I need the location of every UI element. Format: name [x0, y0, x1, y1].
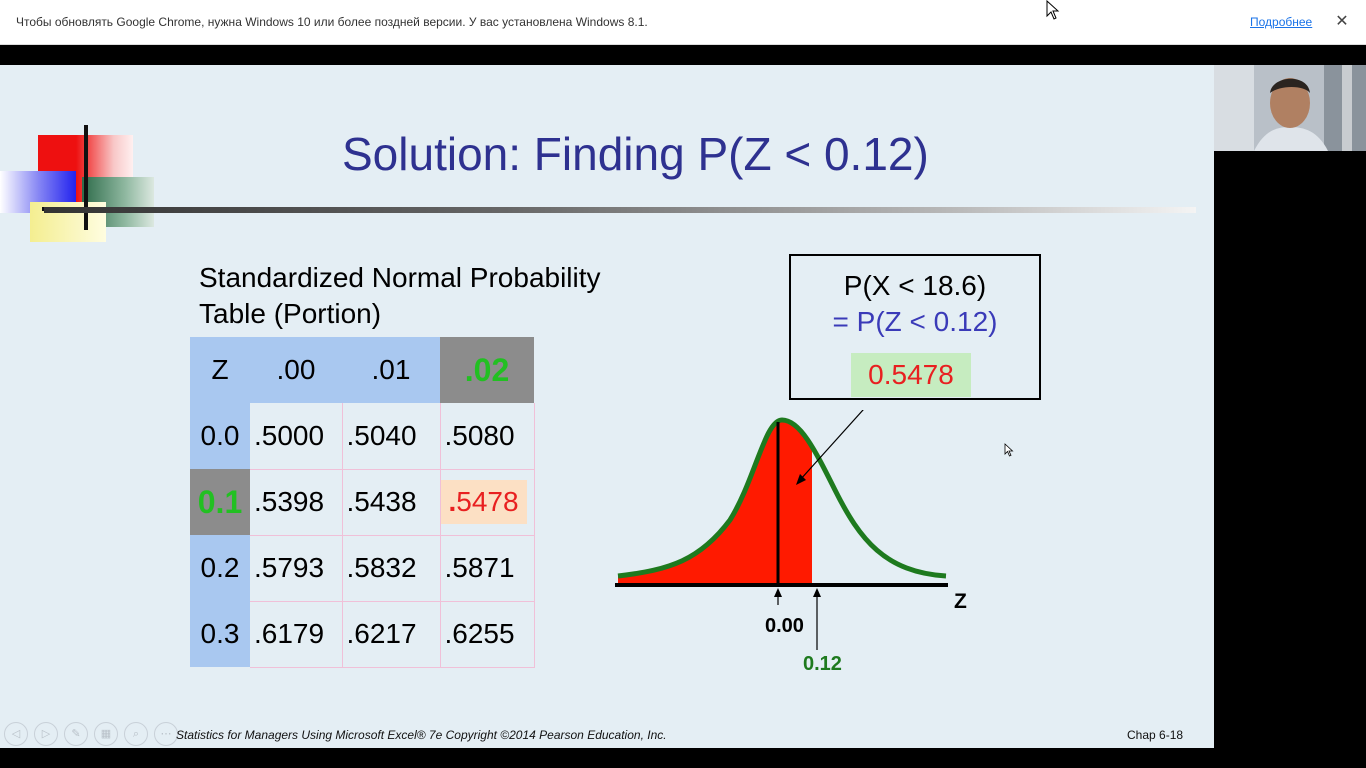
infobar-message: Чтобы обновлять Google Chrome, нужна Win…	[16, 15, 648, 29]
result-line1: P(X < 18.6)	[843, 270, 987, 301]
table-cell-highlighted: .5478	[440, 469, 535, 536]
table-cell: .5871	[440, 535, 535, 602]
bottom-bar	[0, 748, 1366, 768]
slides-grid-icon[interactable]: ▦	[94, 722, 118, 746]
value-arrowhead	[813, 588, 821, 597]
result-box: P(X < 18.6) = P(Z < 0.12) 0.5478	[789, 254, 1041, 400]
table-cell: .5000	[250, 403, 343, 470]
table-cell: .5438	[342, 469, 441, 536]
row-z-label-text: 0.1	[197, 483, 243, 520]
header-02-highlighted: .02	[440, 337, 534, 403]
table-caption: Standardized Normal Probability Table (P…	[199, 260, 601, 332]
slide-number: Chap 6-18	[1127, 728, 1184, 742]
result-answer: 0.5478	[851, 353, 971, 397]
table-row: 0.3 .6179 .6217 .6255	[190, 601, 535, 668]
highlighted-dot: .	[448, 486, 457, 517]
header-01: .01	[342, 337, 440, 403]
row-z-label: 0.0	[190, 403, 250, 469]
highlighted-value-box: .5478	[440, 480, 527, 524]
next-slide-icon[interactable]: ▷	[34, 722, 58, 746]
row-z-label: 0.2	[190, 535, 250, 601]
highlighted-value: 5478	[456, 486, 519, 517]
axis-label: Z	[954, 590, 967, 613]
table-row-highlighted: 0.1 .5398 .5438 .5478	[190, 469, 535, 536]
z-table: Z .00 .01 .02 0.0 .5000 .5040 .5080 0.1 …	[190, 337, 535, 668]
table-cell: .5398	[250, 469, 343, 536]
pointer-line	[799, 410, 864, 481]
table-cell: .6255	[440, 601, 535, 668]
table-row: 0.2 .5793 .5832 .5871	[190, 535, 535, 602]
mouse-cursor-icon	[1004, 443, 1014, 457]
webcam-video	[1214, 65, 1366, 151]
table-cell: .5040	[342, 403, 441, 470]
decorative-squares	[0, 125, 160, 245]
table-row: 0.0 .5000 .5040 .5080	[190, 403, 535, 470]
pointer-arrowhead	[796, 474, 806, 485]
table-cell: .6179	[250, 601, 343, 668]
presenter-video-icon	[1214, 65, 1366, 151]
table-cell: .5080	[440, 403, 535, 470]
zoom-icon[interactable]: ⌕	[124, 722, 148, 746]
row-z-label-highlighted: 0.1	[190, 469, 250, 535]
pen-icon[interactable]: ✎	[64, 722, 88, 746]
header-z: Z	[190, 337, 250, 403]
close-icon[interactable]: ✕	[1335, 13, 1349, 30]
more-info-link[interactable]: Подробнее	[1250, 15, 1313, 29]
table-header-row: Z .00 .01 .02	[190, 337, 534, 403]
normal-curve-diagram: Z 0.00 0.12	[615, 410, 967, 675]
slide-title: Solution: Finding P(Z < 0.12)	[342, 128, 929, 180]
mean-label: 0.00	[765, 615, 804, 637]
title-divider	[44, 207, 1196, 213]
header-02-label: .02	[464, 351, 510, 388]
chrome-infobar: Чтобы обновлять Google Chrome, нужна Win…	[0, 0, 1366, 45]
table-cell: .5793	[250, 535, 343, 602]
shaded-area	[618, 420, 812, 585]
table-cell: .6217	[342, 601, 441, 668]
bell-curve-line	[617, 417, 947, 579]
result-line2: = P(Z < 0.12)	[832, 306, 998, 337]
previous-slide-icon[interactable]: ◁	[4, 722, 28, 746]
more-options-icon[interactable]: ⋯	[154, 722, 178, 746]
mean-arrowhead	[774, 588, 782, 597]
mouse-cursor-icon	[1046, 0, 1060, 20]
row-z-label: 0.3	[190, 601, 250, 667]
slide-footer: Statistics for Managers Using Microsoft …	[176, 728, 667, 742]
presentation-slide: Solution: Finding P(Z < 0.12) Standardiz…	[0, 65, 1214, 748]
header-00: .00	[250, 337, 342, 403]
table-caption-line2: Table (Portion)	[199, 298, 382, 329]
slideshow-controls: ◁ ▷ ✎ ▦ ⌕ ⋯	[4, 722, 178, 746]
table-caption-line1: Standardized Normal Probability	[199, 262, 601, 293]
table-cell: .5832	[342, 535, 441, 602]
value-label: 0.12	[803, 653, 842, 675]
